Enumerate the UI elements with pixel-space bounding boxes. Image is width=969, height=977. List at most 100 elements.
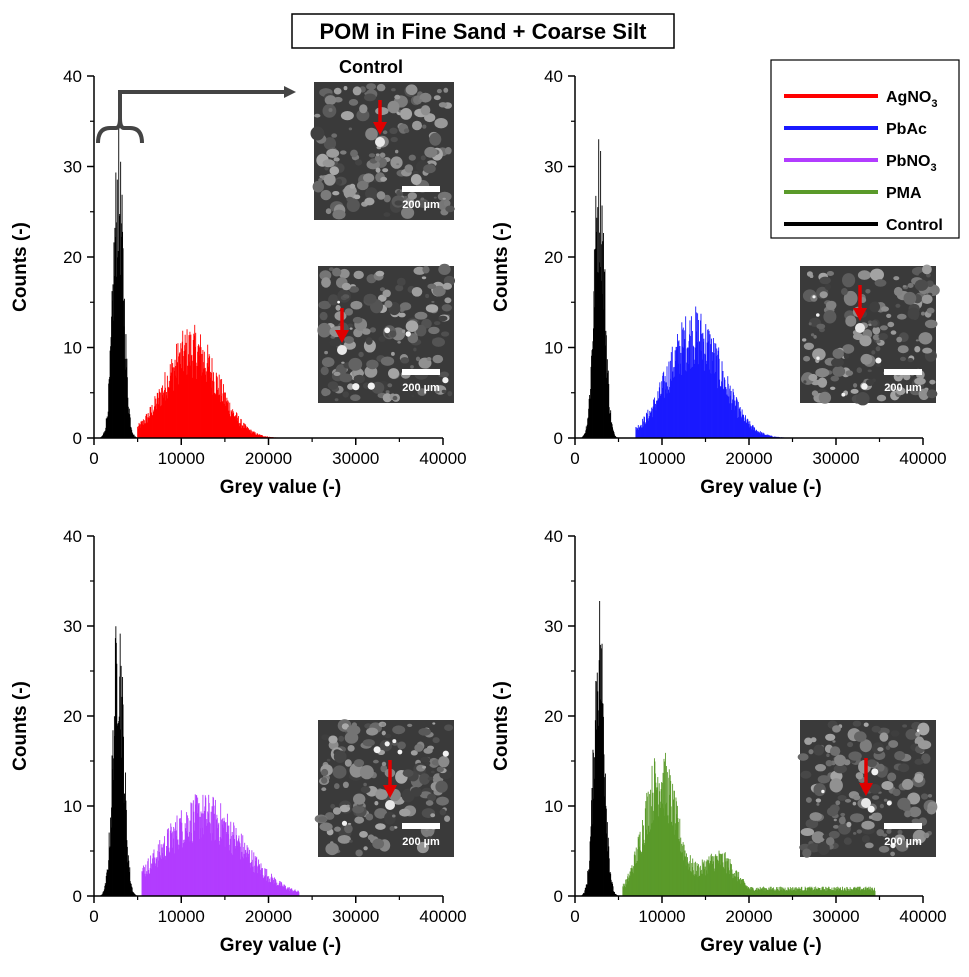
y-tick-label: 20 bbox=[63, 707, 82, 726]
series-control bbox=[581, 139, 621, 438]
y-axis-label: Counts (-) bbox=[10, 222, 31, 312]
scale-bar bbox=[884, 823, 922, 829]
highlighted-particle bbox=[375, 137, 385, 147]
figure-title: POM in Fine Sand + Coarse Silt bbox=[291, 13, 675, 49]
scale-bar-label: 200 µm bbox=[884, 382, 922, 394]
x-tick-label: 40000 bbox=[899, 449, 946, 468]
x-tick-label: 20000 bbox=[725, 449, 772, 468]
x-tick-label: 0 bbox=[89, 907, 98, 926]
sem-insets: 200 µm 200 µm 200 µm 200 µm 200 µm bbox=[310, 82, 940, 858]
sem-inset-pma: 200 µm bbox=[797, 720, 938, 858]
panel-top-right: 0 10000 20000 30000 40000 0 10 20 30 40 Grey value… bbox=[491, 67, 947, 498]
inset-grains bbox=[800, 264, 940, 406]
sem-inset-agno3: 200 µm bbox=[317, 263, 455, 403]
y-tick-label: 30 bbox=[63, 617, 82, 636]
x-tick-label: 20000 bbox=[245, 449, 292, 468]
x-axis-label: Grey value (-) bbox=[220, 935, 341, 956]
highlighted-particle bbox=[861, 798, 871, 808]
scale-bar bbox=[402, 369, 440, 375]
x-axis-label: Grey value (-) bbox=[700, 935, 821, 956]
y-axis-label: Counts (-) bbox=[10, 681, 31, 771]
y-tick-label: 0 bbox=[73, 429, 82, 448]
x-tick-label: 20000 bbox=[245, 907, 292, 926]
y-tick-label: 10 bbox=[63, 797, 82, 816]
red-arrow-head bbox=[373, 122, 387, 135]
series-control bbox=[581, 601, 621, 896]
panel-bottom-right: 0 10000 20000 30000 40000 0 10 20 30 40 Grey value… bbox=[491, 527, 947, 956]
x-tick-label: 30000 bbox=[332, 449, 379, 468]
x-tick-label: 30000 bbox=[812, 449, 859, 468]
y-tick-label: 40 bbox=[63, 527, 82, 546]
inset-grains bbox=[797, 720, 938, 858]
highlighted-particle bbox=[385, 800, 395, 810]
legend-label: AgNO3 bbox=[886, 89, 937, 110]
x-tick-label: 10000 bbox=[638, 907, 685, 926]
y-tick-label: 40 bbox=[63, 67, 82, 86]
series-pma bbox=[622, 752, 876, 896]
y-axis-label: Counts (-) bbox=[491, 681, 512, 771]
y-tick-label: 10 bbox=[544, 797, 563, 816]
x-tick-label: 0 bbox=[570, 907, 579, 926]
control-inset-title: Control bbox=[339, 57, 403, 77]
x-tick-label: 30000 bbox=[812, 907, 859, 926]
y-tick-label: 10 bbox=[63, 339, 82, 358]
x-tick-label: 10000 bbox=[638, 449, 685, 468]
series-pbac bbox=[635, 306, 791, 438]
y-tick-label: 10 bbox=[544, 339, 563, 358]
y-tick-label: 40 bbox=[544, 527, 563, 546]
x-axis-label: Grey value (-) bbox=[700, 477, 821, 498]
highlighted-particle bbox=[337, 345, 347, 355]
y-axis-label: Counts (-) bbox=[491, 222, 512, 312]
legend-label: Control bbox=[886, 217, 943, 234]
y-tick-label: 30 bbox=[63, 158, 82, 177]
scale-bar-label: 200 µm bbox=[402, 199, 440, 211]
x-tick-label: 30000 bbox=[332, 907, 379, 926]
y-tick-label: 30 bbox=[544, 617, 563, 636]
inset-grains bbox=[317, 263, 455, 403]
x-tick-label: 40000 bbox=[899, 907, 946, 926]
inset-grains bbox=[310, 83, 455, 220]
x-axis-label: Grey value (-) bbox=[220, 477, 341, 498]
legend-label: PMA bbox=[886, 185, 922, 202]
sem-inset-pbno3: 200 µm bbox=[314, 719, 454, 857]
x-tick-label: 10000 bbox=[158, 449, 205, 468]
x-tick-label: 40000 bbox=[419, 449, 466, 468]
scale-bar bbox=[402, 823, 440, 829]
x-tick-label: 40000 bbox=[419, 907, 466, 926]
scale-bar-label: 200 µm bbox=[402, 382, 440, 394]
panel-bottom-left: 0 10000 20000 30000 40000 0 10 20 30 40 Grey value… bbox=[10, 527, 467, 956]
red-arrow-head bbox=[859, 783, 873, 796]
y-tick-label: 0 bbox=[73, 887, 82, 906]
x-tick-label: 0 bbox=[89, 449, 98, 468]
highlighted-particle bbox=[855, 323, 865, 333]
scale-bar bbox=[402, 186, 440, 192]
series-control bbox=[100, 626, 140, 896]
x-tick-label: 10000 bbox=[158, 907, 205, 926]
y-tick-label: 20 bbox=[63, 248, 82, 267]
red-arrow-head bbox=[383, 785, 397, 798]
y-tick-label: 20 bbox=[544, 248, 563, 267]
legend: AgNO3 PbAc PbNO3 PMA Control bbox=[770, 59, 960, 239]
control-bracket-arrow bbox=[96, 90, 286, 144]
red-arrow-head bbox=[853, 308, 867, 321]
scale-bar bbox=[884, 369, 922, 375]
y-tick-label: 0 bbox=[554, 887, 563, 906]
x-tick-label: 20000 bbox=[725, 907, 772, 926]
series-agno3 bbox=[137, 324, 283, 438]
x-tick-label: 0 bbox=[570, 449, 579, 468]
y-tick-label: 30 bbox=[544, 158, 563, 177]
series-pbno3 bbox=[141, 794, 300, 896]
figure-title-text: POM in Fine Sand + Coarse Silt bbox=[319, 19, 647, 44]
scale-bar-label: 200 µm bbox=[402, 836, 440, 848]
y-tick-label: 20 bbox=[544, 707, 563, 726]
y-tick-label: 0 bbox=[554, 429, 563, 448]
control-arrow-head bbox=[284, 86, 296, 98]
inset-grains bbox=[314, 719, 454, 857]
scale-bar-label: 200 µm bbox=[884, 836, 922, 848]
series-control bbox=[100, 126, 140, 438]
legend-label: PbNO3 bbox=[886, 153, 937, 174]
red-arrow-head bbox=[335, 330, 349, 343]
y-tick-label: 40 bbox=[544, 67, 563, 86]
